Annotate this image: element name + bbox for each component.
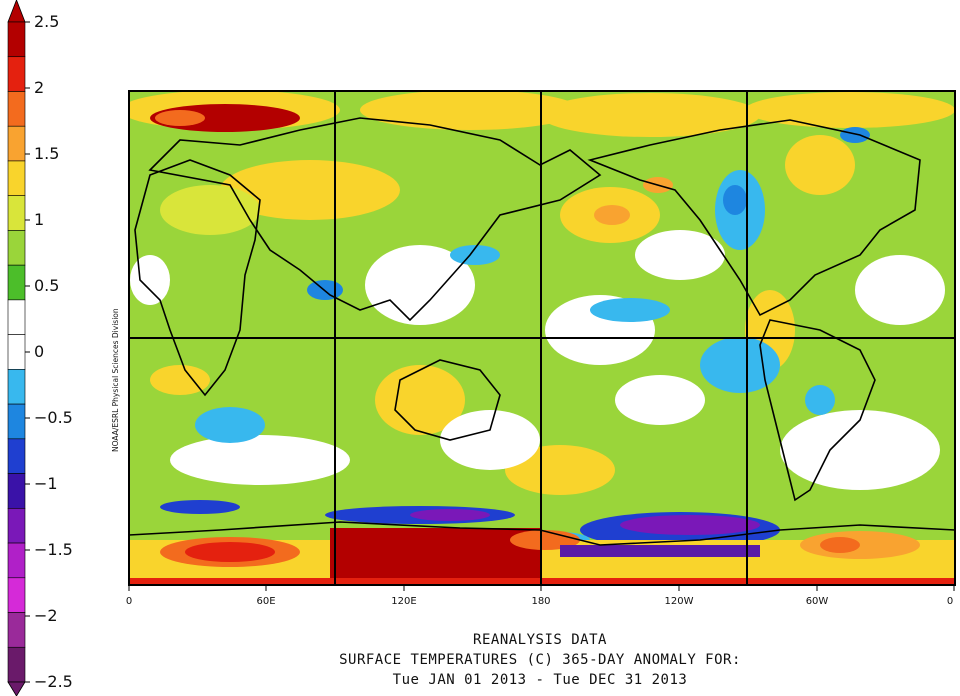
- neutral-region: [130, 255, 170, 305]
- neutral-region: [635, 230, 725, 280]
- orange-region: [155, 110, 205, 126]
- anomaly-field: [129, 91, 955, 585]
- purple-region: [620, 515, 760, 535]
- eurasia-coast: [148, 117, 602, 322]
- africa-coast: [134, 159, 261, 397]
- yellow-region: [150, 365, 210, 395]
- tick-label: 0: [125, 596, 133, 607]
- colorbar-label: −2.5: [34, 672, 73, 691]
- lightgreen-region: [160, 185, 260, 235]
- purple-region: [410, 509, 490, 521]
- cyan-region: [805, 385, 835, 415]
- colorbar-label: 2.5: [34, 12, 60, 31]
- north-america-coast: [587, 119, 921, 317]
- map-frame: [128, 90, 956, 586]
- darkred-region: [330, 528, 540, 585]
- coastlines: [129, 117, 955, 546]
- darkred-region: [185, 542, 275, 562]
- neutral-region: [440, 410, 540, 470]
- neutral-region: [780, 410, 940, 490]
- cyan-region: [590, 298, 670, 322]
- yellow-region: [540, 93, 760, 137]
- cyan-region: [840, 127, 870, 143]
- title-line-2: SURFACE TEMPERATURES (C) 365-DAY ANOMALY…: [339, 652, 741, 668]
- south-america-coast: [759, 319, 876, 502]
- colorbar-label: −0.5: [34, 408, 73, 427]
- purple-region: [560, 545, 760, 557]
- colorbar-label: −1: [34, 474, 58, 493]
- cyan-region: [450, 245, 500, 265]
- title-line-3: Tue JAN 01 2013 - Tue DEC 31 2013: [392, 672, 688, 688]
- neutral-region: [615, 375, 705, 425]
- colorbar-label: 1.5: [34, 144, 60, 163]
- colorbar-label: −2: [34, 606, 58, 625]
- tick-label: 60W: [805, 596, 829, 607]
- yellow-region: [785, 135, 855, 195]
- australia-coast: [394, 359, 501, 441]
- yellow-region: [505, 445, 615, 495]
- title-line-1: REANALYSIS DATA: [473, 632, 607, 648]
- x-ticks: [128, 585, 955, 591]
- tick-label: 60E: [256, 596, 276, 607]
- tick-label: 120W: [664, 596, 694, 607]
- neutral-region: [855, 255, 945, 325]
- yellow-region: [375, 365, 465, 435]
- color-scale-bar: [7, 0, 30, 696]
- yellow-region: [745, 92, 955, 128]
- yellow-region: [360, 91, 580, 130]
- yellow-region: [220, 160, 400, 220]
- cyan-region: [195, 407, 265, 443]
- orange-region: [594, 205, 630, 225]
- orange-region: [820, 537, 860, 553]
- credit-text: NOAA/ESRL Physical Sciences Division: [111, 308, 120, 452]
- neutral-region: [365, 245, 475, 325]
- colorbar-label: 0.5: [34, 276, 60, 295]
- tick-label: 180: [531, 596, 551, 607]
- blue-region: [723, 185, 747, 215]
- tick-label: 120E: [391, 596, 417, 607]
- tick-label: 0: [946, 596, 954, 607]
- antarctica-coast: [129, 521, 955, 546]
- colorbar-label: 0: [34, 342, 45, 361]
- map-grid: [129, 91, 955, 585]
- colorbar-label: 2: [34, 78, 45, 97]
- cyan-region: [700, 337, 780, 393]
- blue-region: [160, 500, 240, 514]
- colorbar-label: −1.5: [34, 540, 73, 559]
- neutral-region: [170, 435, 350, 485]
- colorbar-bottom-arrow: [7, 681, 26, 696]
- colorbar-label: 1: [34, 210, 45, 229]
